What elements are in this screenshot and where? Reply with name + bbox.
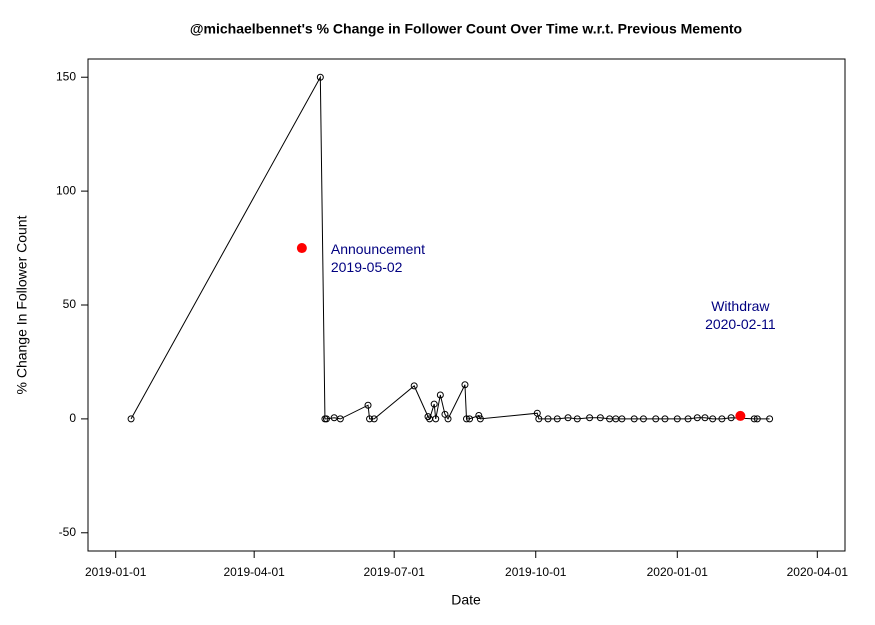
data-point (753, 415, 761, 423)
data-point (364, 401, 372, 409)
event-marker (735, 410, 746, 421)
chart-title: @michaelbennet's % Change in Follower Co… (190, 21, 742, 37)
series-line (130, 75, 770, 421)
x-tick-label: 2019-10-01 (505, 565, 567, 579)
y-tick-label: 0 (69, 411, 76, 425)
data-point (466, 415, 474, 423)
data-point (673, 415, 681, 423)
data-point (564, 414, 572, 422)
data-point (476, 415, 484, 423)
data-point (366, 415, 374, 423)
y-tick-label: 50 (63, 297, 77, 311)
y-tick-label: 150 (56, 69, 76, 83)
x-tick-label: 2020-04-01 (787, 565, 849, 579)
data-point (618, 415, 626, 423)
event-marker (296, 243, 307, 254)
event-date: 2019-05-02 (331, 259, 403, 275)
data-point (322, 415, 330, 423)
data-point (535, 415, 543, 423)
event-date: 2020-02-11 (705, 316, 776, 332)
event-label: Withdraw (711, 298, 770, 314)
data-point (573, 415, 581, 423)
y-tick-label: 100 (56, 183, 76, 197)
data-point (727, 414, 735, 422)
x-tick-label: 2020-01-01 (647, 565, 709, 579)
x-tick-label: 2019-04-01 (223, 565, 285, 579)
data-point (444, 415, 452, 423)
data-point (461, 381, 469, 389)
data-point (766, 415, 774, 423)
data-point (701, 414, 709, 422)
data-point (661, 415, 669, 423)
y-tick-label: -50 (59, 525, 77, 539)
data-point (630, 415, 638, 423)
x-tick-label: 2019-01-01 (85, 565, 147, 579)
data-point (475, 411, 483, 419)
data-point (430, 400, 438, 408)
x-tick-label: 2019-07-01 (363, 565, 425, 579)
x-axis-title: Date (451, 592, 481, 608)
data-point (639, 415, 647, 423)
data-point (693, 414, 701, 422)
data-point (709, 415, 717, 423)
y-axis-title: % Change In Follower Count (14, 215, 30, 394)
data-point (684, 415, 692, 423)
data-point (553, 415, 561, 423)
data-point (432, 415, 440, 423)
data-point (316, 73, 324, 81)
data-point (596, 414, 604, 422)
data-point (463, 415, 470, 423)
data-point (586, 414, 594, 422)
data-point (436, 391, 444, 399)
data-point (410, 382, 418, 390)
event-label: Announcement (331, 241, 425, 257)
data-point (750, 415, 758, 423)
data-point (544, 415, 552, 423)
data-point (718, 415, 726, 423)
data-point (336, 415, 344, 423)
data-point (370, 415, 378, 423)
data-point (127, 415, 135, 423)
data-point (652, 415, 660, 423)
